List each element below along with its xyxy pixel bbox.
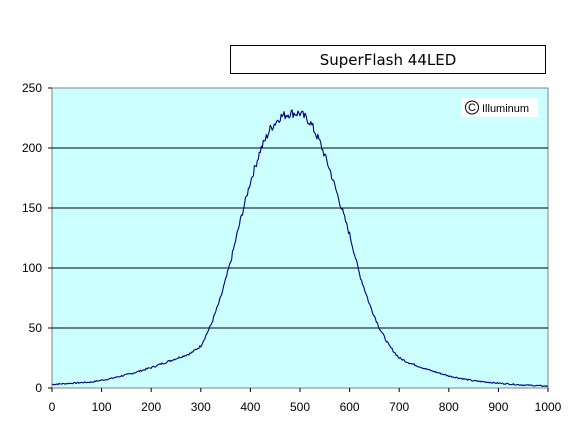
x-tick-label: 400 [240, 400, 260, 414]
watermark: C Illuminum [461, 98, 538, 117]
series-line [51, 109, 549, 387]
chart-title: SuperFlash 44LED [230, 45, 546, 74]
y-tick-label: 100 [22, 261, 42, 275]
plot-area [51, 87, 549, 389]
y-tick-label: 0 [35, 381, 42, 395]
copyright-icon [465, 100, 479, 115]
x-tick-label: 500 [290, 400, 310, 414]
y-tick-label: 150 [22, 201, 42, 215]
x-tick-label: 600 [340, 400, 360, 414]
x-tick-label: 1000 [535, 400, 562, 414]
y-tick-label: 200 [22, 141, 42, 155]
x-tick-label: 800 [439, 400, 459, 414]
grid-lines [52, 147, 548, 329]
x-tick-label: 700 [389, 400, 409, 414]
x-tick-label: 100 [92, 400, 112, 414]
y-tick-label: 250 [22, 81, 42, 95]
x-axis: 0 100 200 300 400 500 600 700 800 900 1000 [49, 388, 562, 414]
x-tick-label: 900 [488, 400, 508, 414]
copyright-symbol: C [468, 102, 476, 114]
watermark-text: Illuminum [482, 103, 529, 115]
x-tick-label: 300 [191, 400, 211, 414]
x-tick-label: 0 [49, 400, 56, 414]
x-tick-label: 200 [141, 400, 161, 414]
y-tick-label: 50 [29, 321, 43, 335]
y-axis: 0 50 100 150 200 250 [22, 81, 52, 395]
